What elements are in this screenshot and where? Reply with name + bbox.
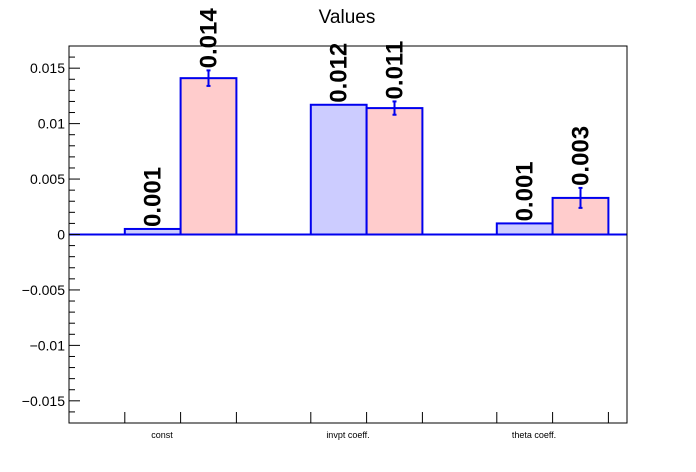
y-tick-label: 0.01: [38, 116, 65, 132]
x-category-label: invpt coeff.: [326, 430, 369, 440]
bars-layer: [123, 69, 610, 236]
y-tick-label: 0.015: [30, 60, 65, 76]
chart-title: Values: [319, 7, 376, 28]
data-label: 0.012: [326, 43, 353, 103]
data-label: 0.001: [140, 167, 167, 227]
data-label: 0.001: [512, 161, 539, 221]
y-axis: 0.015 0.01 0.005 0 −0.005 −0.01 −0.015: [22, 45, 80, 424]
bar: [495, 222, 554, 236]
y-tick-label: 0.005: [30, 171, 65, 187]
bar: [309, 103, 368, 236]
bar: [179, 77, 238, 236]
bar: [365, 107, 424, 236]
x-category-label: const: [151, 430, 173, 440]
data-label: 0.003: [568, 126, 595, 186]
y-tick-label: −0.015: [22, 393, 65, 409]
y-tick-label: −0.005: [22, 282, 65, 298]
y-tick-label: −0.01: [30, 337, 66, 353]
x-category-label: theta coeff.: [512, 430, 556, 440]
x-axis: const invpt coeff. theta coeff.: [124, 412, 609, 440]
y-tick-label: 0: [57, 227, 65, 243]
data-label: 0.014: [196, 8, 223, 69]
plot-frame: [68, 45, 628, 424]
data-labels-layer: 0.001 0.014 0.012 0.011 0.001 0.003: [140, 8, 595, 227]
data-label: 0.011: [382, 41, 409, 100]
